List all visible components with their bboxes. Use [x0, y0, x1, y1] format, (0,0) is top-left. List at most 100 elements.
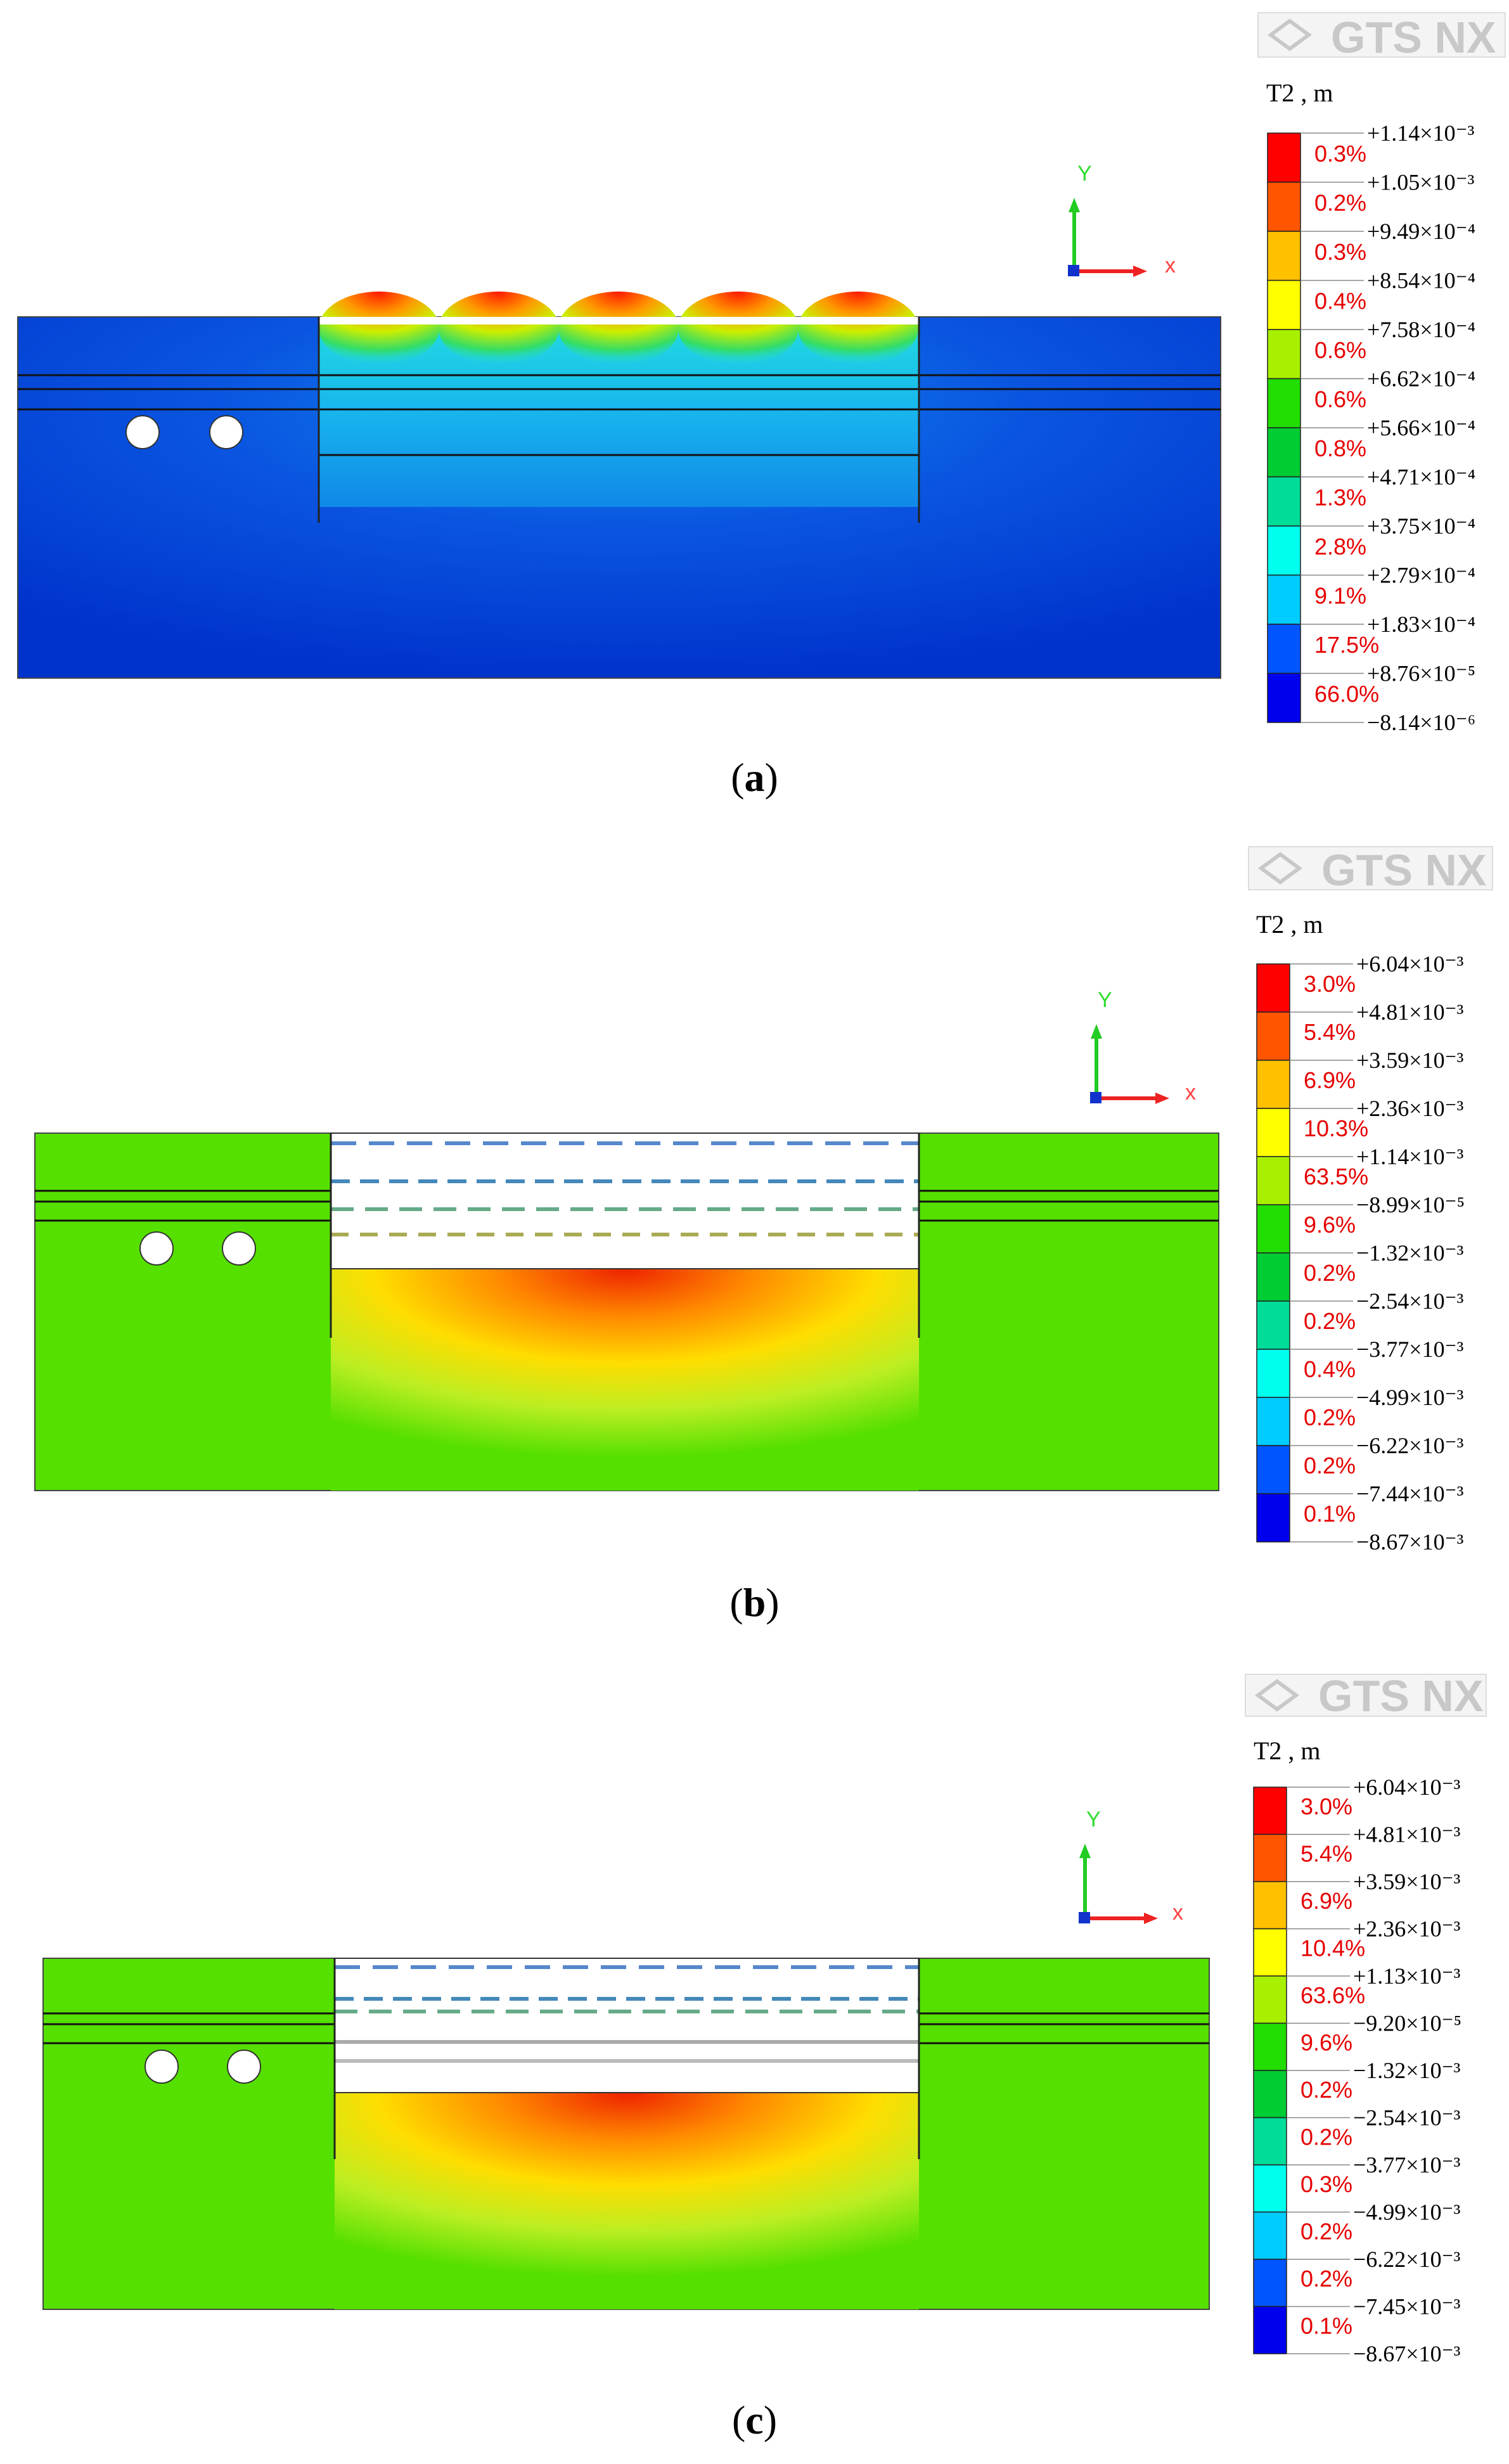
legend-tick-label: −8.14×10⁻⁶ [1367, 710, 1475, 735]
excavated-pit [334, 1958, 920, 2093]
legend-tick-label: −6.22×10⁻³ [1353, 2247, 1461, 2272]
legend-tick-label: +1.14×10⁻³ [1367, 120, 1475, 146]
legend-percent-label: 6.9% [1300, 1888, 1352, 1914]
gts-nx-logo: GTS NX [1248, 845, 1493, 895]
legend-percent-label: 0.6% [1314, 386, 1366, 412]
legend-swatch [1253, 1881, 1287, 1930]
legend-tick-label: +7.58×10⁻⁴ [1367, 317, 1475, 342]
legend-percent-label: 0.6% [1314, 337, 1366, 363]
strata-lines [35, 1190, 1219, 1222]
legend-tick-label: −8.99×10⁻⁵ [1356, 1192, 1465, 1217]
legend-swatch [1256, 1108, 1290, 1157]
legend-swatch [1267, 525, 1301, 576]
legend-tick-label: +2.79×10⁻⁴ [1367, 563, 1475, 588]
legend-swatch [1267, 476, 1301, 527]
legend-percent-label: 9.6% [1304, 1212, 1356, 1238]
legend-tick-label: −4.99×10⁻³ [1353, 2200, 1461, 2225]
caption-b: (b) [729, 1580, 780, 1625]
legend-percent-label: 0.8% [1314, 435, 1366, 461]
figure-panel-b: Y x GTS NX T2 , m +6.04×10⁻³ +4.81×10⁻³ +3… [0, 821, 1509, 1643]
legend-tick-label: +1.83×10⁻⁴ [1367, 612, 1475, 637]
legend-tick-label: +2.36×10⁻³ [1356, 1096, 1464, 1121]
legend-swatch [1267, 329, 1301, 380]
legend-percent-label: 0.1% [1304, 1501, 1356, 1527]
legend-swatch [1256, 1445, 1290, 1494]
legend-tick-label: −3.77×10⁻³ [1353, 2152, 1461, 2178]
legend-tick-label: −4.99×10⁻³ [1356, 1385, 1464, 1410]
logo-text: GTS NX [1321, 845, 1487, 895]
legend-swatch [1253, 1833, 1287, 1882]
legend-swatch [1267, 574, 1301, 625]
legend-swatch [1253, 2259, 1287, 2307]
axis-x-label: x [1185, 1081, 1196, 1105]
legend-swatch [1256, 1493, 1290, 1543]
axis-triad: Y x [1068, 162, 1176, 278]
legend-swatch [1256, 1300, 1290, 1350]
legend-percent-label: 0.2% [1304, 1308, 1356, 1334]
legend-percent-label: 3.0% [1300, 1793, 1352, 1819]
legend-swatch [1256, 1060, 1290, 1109]
legend-percent-label: 0.3% [1314, 141, 1366, 167]
legend-tick-label: +6.04×10⁻³ [1353, 1774, 1461, 1800]
legend-percent-label: 1.3% [1314, 484, 1366, 510]
legend-percent-label: 0.2% [1300, 2219, 1352, 2245]
heave-bowls [319, 292, 918, 365]
legend-percent-label: 0.4% [1314, 288, 1366, 314]
legend-swatch [1253, 1928, 1287, 1977]
legend-tick-label: −3.77×10⁻³ [1356, 1337, 1464, 1362]
legend-tick-label: +5.66×10⁻⁴ [1367, 415, 1475, 440]
legend-percent-label: 9.1% [1314, 582, 1366, 608]
logo-text: GTS NX [1331, 13, 1496, 62]
legend-swatch [1253, 2211, 1287, 2260]
legend-swatch [1253, 1787, 1287, 1835]
legend-percent-label: 0.2% [1300, 2266, 1352, 2292]
color-legend: +6.04×10⁻³ +4.81×10⁻³ +3.59×10⁻³ +2.36×10⁻³… [1253, 1774, 1461, 2366]
legend-percent-label: 0.4% [1304, 1356, 1356, 1382]
legend-tick-label: +1.14×10⁻³ [1356, 1144, 1464, 1169]
legend-swatch [1253, 2070, 1287, 2119]
legend-tick-label: −2.54×10⁻³ [1353, 2105, 1461, 2131]
legend-percent-label: 0.2% [1300, 2124, 1352, 2150]
legend-percent-label: 3.0% [1304, 971, 1356, 997]
retaining-walls [330, 1133, 920, 1338]
legend-swatch [1253, 2022, 1287, 2071]
legend-tick-label: +9.49×10⁻⁴ [1367, 219, 1475, 244]
legend-percent-label: 0.3% [1314, 239, 1366, 265]
axis-triad: Y x [1079, 1807, 1183, 1925]
legend-percent-label: 17.5% [1314, 632, 1379, 658]
legend-percent-label: 2.8% [1314, 534, 1366, 560]
contour-figure-c: Y x GTS NX T2 , m +6.04×10⁻³ +4.81×10⁻³ +3… [42, 1671, 1487, 2366]
legend-percent-label: 10.3% [1304, 1115, 1368, 1141]
color-legend: +1.14×10⁻³ +1.05×10⁻³ +9.49×10⁻⁴ +8.54×10⁻⁴… [1267, 120, 1475, 735]
axis-x-label: x [1165, 253, 1176, 278]
retaining-walls [318, 317, 920, 523]
legend-swatch [1253, 2306, 1287, 2354]
heave-zone [331, 1269, 919, 1491]
legend-swatch [1267, 672, 1301, 723]
strata-lines [43, 2012, 1209, 2044]
tunnel-left [139, 1231, 174, 1266]
legend-tick-label: +4.81×10⁻³ [1356, 999, 1464, 1025]
strata-lines [18, 374, 1221, 456]
legend-title: T2 , m [1256, 910, 1323, 939]
legend-swatch [1256, 1252, 1290, 1302]
legend-percent-label: 0.2% [1314, 189, 1366, 215]
legend-tick-label: +1.13×10⁻³ [1353, 1963, 1461, 1989]
legend-tick-label: +4.81×10⁻³ [1353, 1822, 1461, 1847]
legend-tick-label: +6.62×10⁻⁴ [1367, 366, 1475, 392]
legend-swatch [1267, 132, 1301, 183]
gts-nx-logo: GTS NX [1245, 1671, 1487, 1721]
retaining-walls [333, 1958, 920, 2159]
legend-swatch [1256, 1156, 1290, 1205]
legend-tick-label: −1.32×10⁻³ [1353, 2058, 1461, 2083]
legend-tick-label: −8.67×10⁻³ [1356, 1529, 1464, 1555]
legend-percent-label: 0.2% [1304, 1260, 1356, 1286]
legend-tick-label: +8.54×10⁻⁴ [1367, 268, 1475, 293]
legend-tick-label: +3.59×10⁻³ [1353, 1869, 1461, 1894]
axis-x-label: x [1172, 1901, 1183, 1925]
axis-y-label: Y [1098, 988, 1112, 1012]
tunnel-left [125, 415, 160, 449]
tunnel-right [222, 1231, 256, 1266]
excavated-pit [330, 1133, 920, 1269]
contour-figure-b: Y x GTS NX T2 , m +6.04×10⁻³ +4.81×10⁻³ +3… [34, 845, 1493, 1555]
